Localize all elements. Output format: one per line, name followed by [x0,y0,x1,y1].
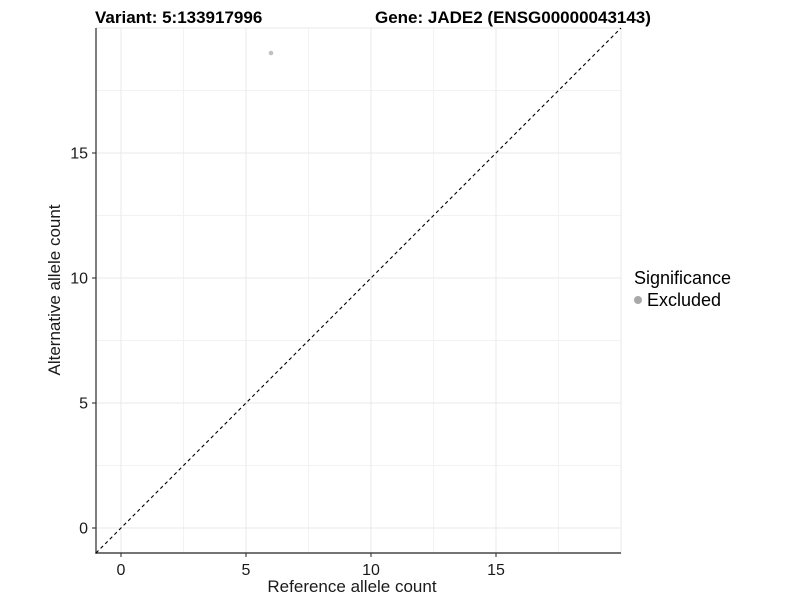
variant-title: Variant: 5:133917996 [95,8,263,27]
y-tick-label: 15 [70,146,88,163]
y-axis-title: Alternative allele count [45,204,64,375]
x-tick-label: 0 [117,562,126,579]
axes: 0 5 10 15 0 5 10 15 [70,28,621,579]
legend-item-label: Excluded [647,290,722,310]
data-point [268,50,274,56]
legend-point-icon [634,296,642,304]
data-marks [95,27,622,554]
y-tick-label: 0 [79,521,88,538]
x-tick-label: 10 [362,562,380,579]
y-tick-label: 5 [79,396,88,413]
x-tick-label: 5 [242,562,251,579]
gene-title: Gene: JADE2 (ENSG00000043143) [375,8,651,27]
legend: Significance Excluded [634,267,731,310]
x-axis-title: Reference allele count [267,577,436,596]
legend-title: Significance [634,268,732,288]
x-tick-label: 15 [487,562,505,579]
major-gridlines [96,27,622,553]
y-tick-label: 10 [70,271,88,288]
legend-item-excluded: Excluded [634,290,731,310]
identity-dashed-line [95,27,622,554]
